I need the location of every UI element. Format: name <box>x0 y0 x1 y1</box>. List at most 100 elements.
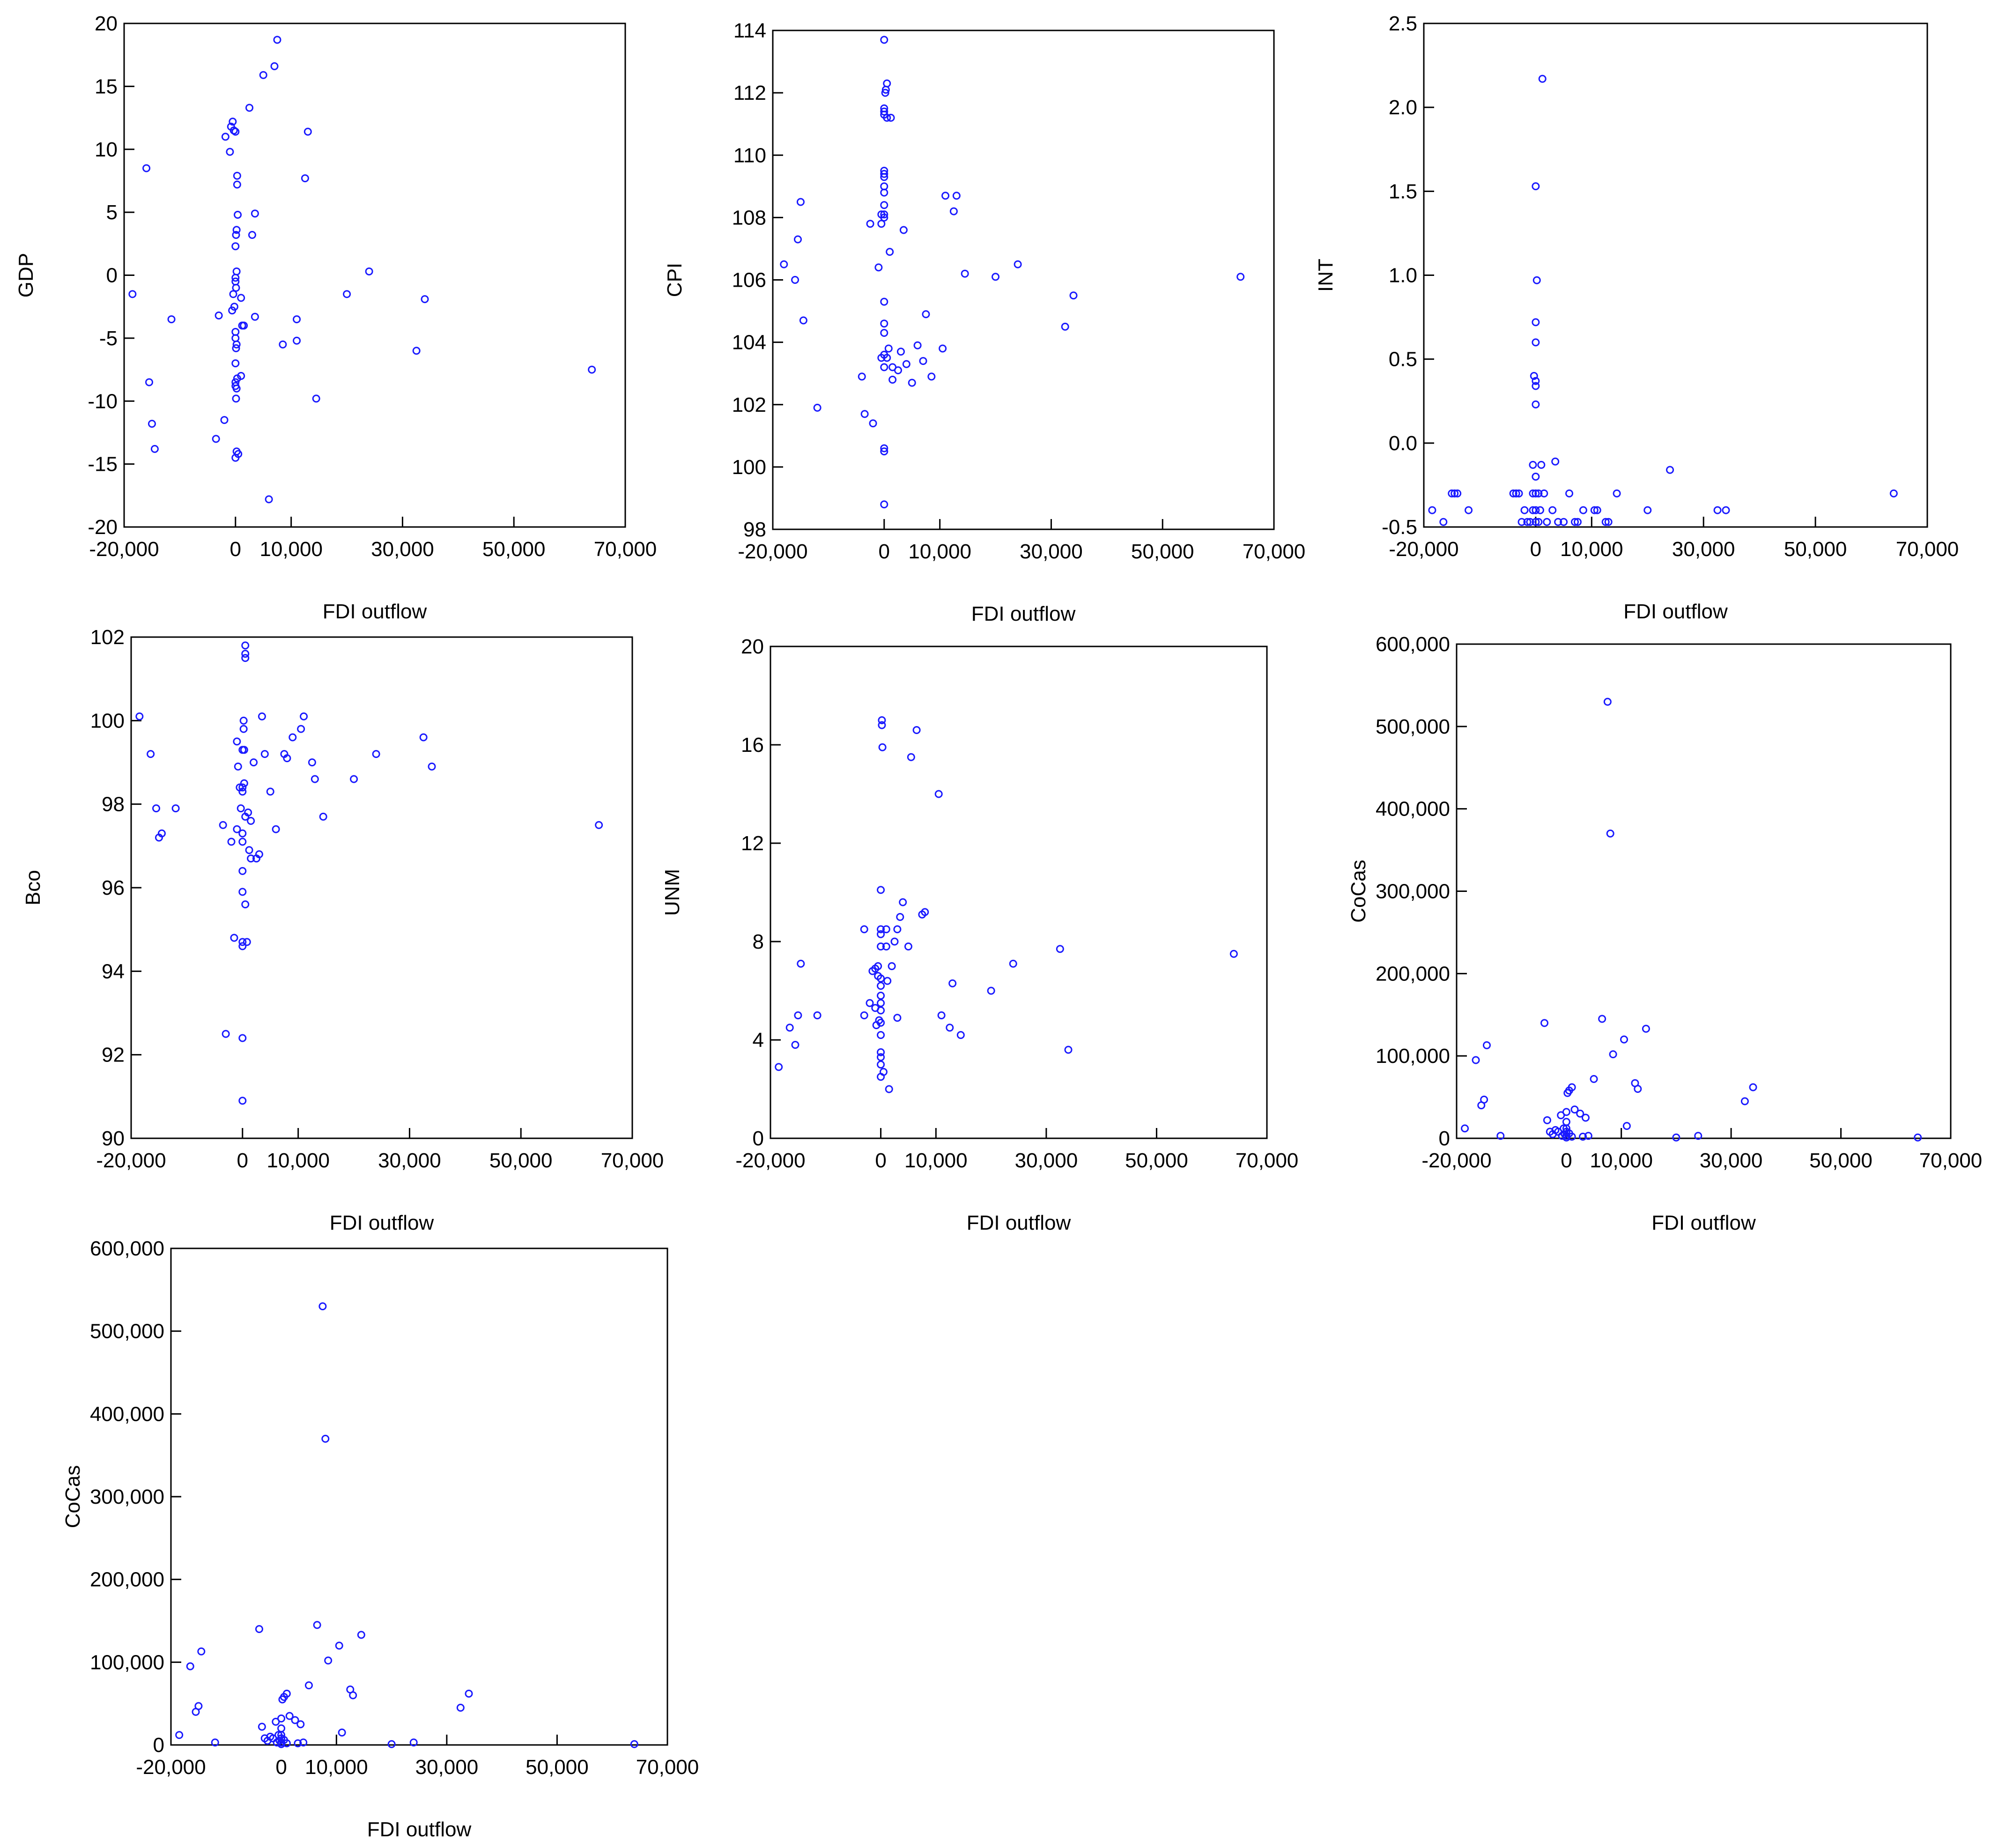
cocas-repeat-data-point <box>194 1702 203 1710</box>
cpi-data-point <box>922 310 930 319</box>
cpi-data-point <box>952 192 961 200</box>
cocas-data-point <box>1694 1132 1702 1140</box>
int-data-point <box>1534 518 1543 526</box>
int-y-tick-label: 1.0 <box>1389 264 1417 287</box>
cocas-repeat-data-point <box>387 1740 396 1748</box>
gdp-data-point <box>259 71 267 79</box>
cpi-data-point <box>949 207 958 215</box>
cocas-data-point <box>1740 1097 1749 1106</box>
int-y-tick-label: -0.5 <box>1382 516 1417 539</box>
cocas-repeat-data-point <box>409 1738 418 1747</box>
int-data-point <box>1512 489 1520 497</box>
bco-data-point <box>238 938 247 946</box>
cpi-data-point <box>799 316 807 325</box>
unm-y-tick-label: 4 <box>753 1029 764 1052</box>
bco-data-point <box>239 716 248 725</box>
cocas-repeat-y-tick-label: 200,000 <box>90 1568 164 1591</box>
cpi-data-point <box>880 182 888 191</box>
unm-data-point <box>860 1011 868 1019</box>
gdp-data-point <box>343 290 351 298</box>
cocas-data-point <box>1480 1095 1488 1104</box>
unm-data-point <box>877 1053 885 1061</box>
cocas-x-tick-label: 50,000 <box>1809 1149 1873 1172</box>
cocas-repeat-data-point <box>456 1704 465 1712</box>
cpi-y-tick-label: 104 <box>732 331 766 354</box>
unm-data-point <box>946 1024 954 1032</box>
unm-x-tick-label: -20,000 <box>735 1149 805 1172</box>
cocas-repeat-data-point <box>272 1718 280 1726</box>
gdp-data-point <box>150 445 159 453</box>
cocas-y-tick-label: 300,000 <box>1376 880 1450 903</box>
cpi-data-point <box>794 235 802 244</box>
cpi-y-tick-label: 106 <box>732 269 766 292</box>
gdp-data-point <box>233 180 241 189</box>
cpi-data-point <box>880 500 888 509</box>
cocas-y-tick-label: 600,000 <box>1376 633 1450 656</box>
gdp-data-point <box>230 303 238 311</box>
cocas-data-point <box>1482 1041 1491 1049</box>
cocas-data-point <box>1672 1133 1680 1142</box>
cocas-data-point <box>1568 1132 1576 1141</box>
unm-data-point <box>893 1014 902 1022</box>
int-data-point <box>1532 182 1540 191</box>
bco-y-tick-label: 92 <box>102 1044 125 1067</box>
cocas-repeat-data-point <box>277 1714 286 1722</box>
cpi-data-point <box>961 269 969 278</box>
cocas-y-axis-title: CoCas <box>1347 860 1370 923</box>
unm-data-point <box>882 943 890 950</box>
int-data-point <box>1571 518 1579 526</box>
unm-data-point <box>860 925 868 934</box>
unm-data-point <box>866 999 874 1007</box>
int-data-point <box>1565 489 1574 497</box>
int-data-point <box>1453 489 1462 497</box>
cocas-data-point <box>1642 1024 1650 1033</box>
cpi-data-point <box>813 403 822 412</box>
int-data-point <box>1517 518 1526 526</box>
unm-data-point <box>874 962 882 970</box>
cocas-y-tick-label: 100,000 <box>1376 1045 1450 1068</box>
bco-y-tick-label: 102 <box>90 626 125 649</box>
cocas-x-tick-label: 0 <box>1561 1149 1572 1172</box>
gdp-x-tick-label: 70,000 <box>594 538 657 561</box>
bco-data-point <box>233 825 241 833</box>
gdp-data-point <box>237 294 245 302</box>
unm-data-point <box>893 925 902 934</box>
bco-data-point <box>237 804 245 813</box>
bco-data-point <box>241 900 250 909</box>
bco-data-point <box>135 712 144 720</box>
bco-x-tick-label: 70,000 <box>601 1149 664 1172</box>
gdp-x-tick-label: 50,000 <box>482 538 546 561</box>
cpi-data-point <box>880 36 888 44</box>
int-data-point <box>1889 489 1898 497</box>
cpi-data-point <box>886 248 894 256</box>
cocas-repeat-data-point <box>258 1722 266 1731</box>
bco-y-tick-label: 96 <box>102 876 125 899</box>
gdp-data-point <box>229 290 237 298</box>
cpi-data-point <box>1236 273 1245 281</box>
unm-data-point <box>885 1085 893 1093</box>
cocas-y-tick-label: 400,000 <box>1376 798 1450 821</box>
unm-data-point <box>785 1024 794 1032</box>
bco-data-point <box>238 867 247 875</box>
int-data-point <box>1601 518 1610 526</box>
gdp-data-point <box>293 315 301 324</box>
bco-data-point <box>283 754 291 763</box>
cocas-repeat-plot-area <box>170 1247 668 1746</box>
bco-data-point <box>238 838 247 846</box>
cpi-data-point <box>894 366 902 375</box>
cpi-y-tick-label: 114 <box>733 19 766 42</box>
int-data-point <box>1537 460 1546 469</box>
gdp-data-point <box>303 127 312 136</box>
bco-data-point <box>247 816 255 825</box>
gdp-y-tick-label: 20 <box>95 12 118 35</box>
bco-data-point <box>241 641 250 650</box>
gdp-data-point <box>265 495 273 504</box>
gdp-data-point <box>212 435 220 443</box>
cocas-x-axis-title: FDI outflow <box>1651 1211 1756 1234</box>
int-y-tick-label: 0.5 <box>1389 348 1417 371</box>
panel-cocas-repeat: -20,000 0 10,000 30,000 50,000 70,0000100,000… <box>61 1237 699 1841</box>
bco-x-tick-label: 50,000 <box>489 1149 553 1172</box>
unm-data-point <box>794 1011 802 1019</box>
cocas-repeat-data-point <box>211 1738 219 1747</box>
unm-data-point <box>877 999 885 1007</box>
